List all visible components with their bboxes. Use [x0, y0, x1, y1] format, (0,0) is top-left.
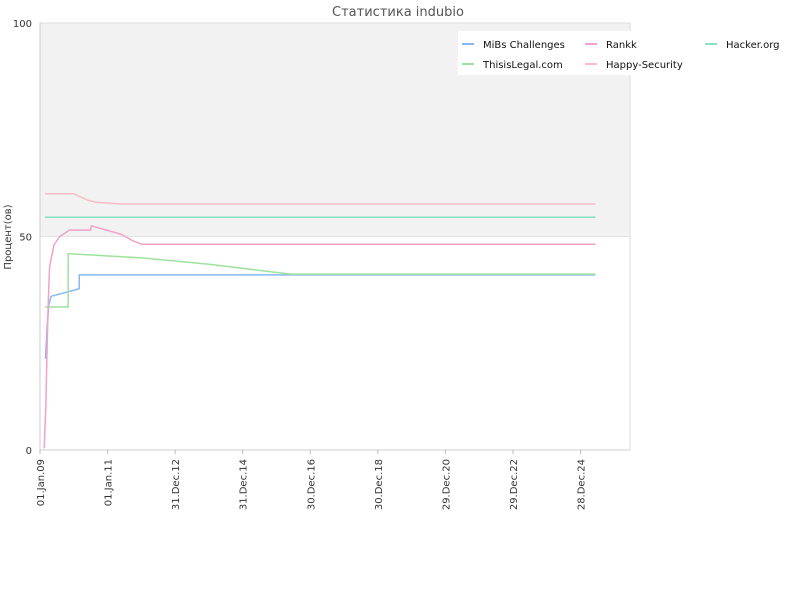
legend-item-hacker-org[interactable]: Hacker.org [705, 40, 780, 51]
legend-item-thisislegal-com[interactable]: ThisisLegal.com [462, 60, 563, 71]
legend-box [458, 31, 780, 75]
legend-label: ThisisLegal.com [482, 60, 563, 71]
y-tick-label: 50 [19, 233, 32, 244]
y-axis-title: Процент(ов) [3, 204, 14, 269]
x-tick-label: 31.Dec.14 [239, 459, 250, 510]
legend[interactable]: MiBs Challenges ThisisLegal.com Rankk Happy… [458, 31, 780, 75]
legend-label: Happy-Security [606, 60, 683, 71]
legend-item-mibs-challenges[interactable]: MiBs Challenges [462, 40, 565, 51]
series-line-mibs-challenges [44, 274, 596, 359]
legend-label: Hacker.org [726, 40, 780, 51]
y-tick-label: 100 [13, 19, 32, 30]
x-tick-label: 01.Jan.09 [36, 459, 47, 506]
legend-item-rankk[interactable]: Rankk [585, 40, 637, 51]
series-line-happy-security [44, 193, 596, 205]
x-tick-label: 30.Dec.16 [306, 459, 317, 510]
x-tick-label: 31.Dec.12 [171, 459, 182, 510]
legend-label: MiBs Challenges [483, 40, 565, 51]
series-layer [43, 193, 596, 449]
x-tick-label: 30.Dec.18 [374, 459, 385, 510]
x-tick-label: 28.Dec.24 [577, 459, 588, 510]
series-line-rankk [43, 225, 596, 449]
x-tick-label: 29.Dec.20 [441, 459, 452, 510]
legend-label: Rankk [606, 40, 637, 51]
x-axis: 01.Jan.09 01.Jan.11 31.Dec.12 31.Dec.14 30.D… [36, 449, 630, 510]
series-line-thisislegal-com [44, 252, 596, 308]
legend-item-happy-security[interactable]: Happy-Security [585, 60, 683, 71]
x-tick-label: 01.Jan.11 [104, 459, 115, 506]
y-axis: 0 50 100 [13, 19, 41, 457]
chart-title: Статистика indubio [332, 5, 464, 20]
y-tick-label: 0 [26, 446, 32, 457]
x-tick-label: 29.Dec.22 [509, 459, 520, 510]
